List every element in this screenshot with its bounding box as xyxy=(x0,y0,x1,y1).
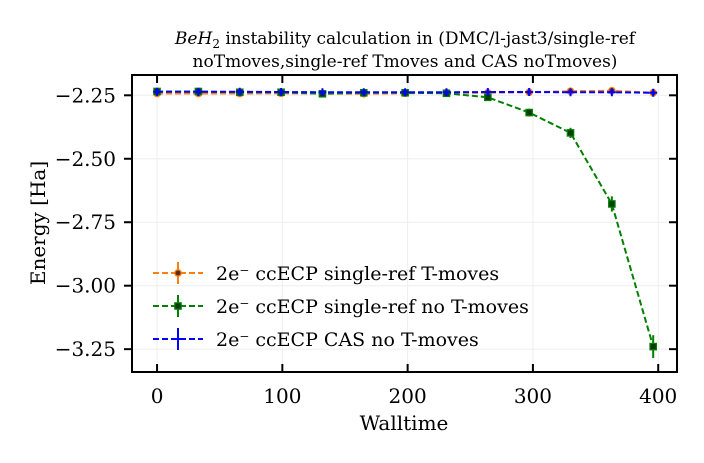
axis-ticks: 0 100 200 300 400 −2.25 −2.50 −2.75 −3.00 −3.25 xyxy=(55,75,677,408)
title-rest: instability calculation in (DMC/l-jast3/… xyxy=(220,29,637,49)
legend-label: 2e⁻ ccECP single-ref T-moves xyxy=(216,263,499,285)
data-point xyxy=(401,88,410,97)
y-tick-label: −2.25 xyxy=(55,83,116,107)
data-point xyxy=(194,87,203,96)
series-3 xyxy=(153,87,658,97)
chart-title-line2: noTmoves,single-ref Tmoves and CAS noTmo… xyxy=(193,52,618,72)
legend: 2e⁻ ccECP single-ref T-moves 2e⁻ ccECP si… xyxy=(153,262,529,351)
x-axis-label: Walltime xyxy=(360,411,449,435)
plot-frame xyxy=(131,74,678,373)
data-point xyxy=(483,88,492,97)
legend-marker xyxy=(174,269,182,277)
legend-entry-1: 2e⁻ ccECP single-ref T-moves xyxy=(153,262,499,285)
data-point xyxy=(153,87,162,96)
chart-title-line1: BeH2 instability calculation in (DMC/l-j… xyxy=(174,29,637,51)
legend-label: 2e⁻ ccECP CAS no T-moves xyxy=(216,329,479,351)
data-point xyxy=(608,200,616,208)
legend-label: 2e⁻ ccECP single-ref no T-moves xyxy=(216,296,529,318)
title-molecule: BeH xyxy=(174,29,214,49)
data-point xyxy=(235,87,244,96)
x-tick-label: 0 xyxy=(151,384,164,408)
data-point xyxy=(525,88,534,97)
data-point xyxy=(566,88,575,97)
x-tick-label: 200 xyxy=(389,384,427,408)
x-tick-label: 400 xyxy=(639,384,677,408)
y-tick-label: −2.75 xyxy=(55,210,116,234)
x-tick-label: 300 xyxy=(514,384,552,408)
grid xyxy=(132,75,677,372)
data-point xyxy=(318,88,327,97)
y-axis-label: Energy [Ha] xyxy=(26,161,50,285)
data-point xyxy=(649,342,657,351)
data-point xyxy=(607,88,616,97)
y-tick-label: −3.25 xyxy=(55,337,116,361)
data-point xyxy=(649,88,658,97)
x-tick-label: 100 xyxy=(263,384,301,408)
data-point xyxy=(442,88,451,97)
legend-entry-3: 2e⁻ ccECP CAS no T-moves xyxy=(153,328,479,351)
data-point xyxy=(277,88,286,97)
legend-entry-2: 2e⁻ ccECP single-ref no T-moves xyxy=(153,295,529,318)
series-layer xyxy=(153,86,658,359)
legend-marker xyxy=(174,335,182,343)
legend-marker xyxy=(174,302,182,310)
title-subscript: 2 xyxy=(212,37,220,51)
y-tick-label: −3.00 xyxy=(55,274,116,298)
data-point xyxy=(525,108,533,117)
data-point xyxy=(359,88,368,97)
data-point xyxy=(566,129,575,137)
y-tick-label: −2.50 xyxy=(55,147,116,171)
